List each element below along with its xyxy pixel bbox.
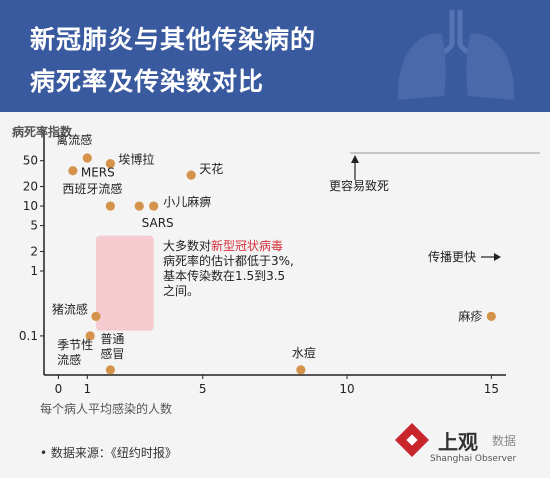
- data-point: [105, 365, 115, 375]
- covid-note-line: 之间。: [163, 284, 199, 298]
- covid-note-text: 大多数对: [163, 238, 211, 253]
- data-point: [186, 170, 196, 180]
- title-line-1: 新冠肺炎与其他传染病的: [30, 25, 317, 54]
- y-tick-label: 20: [23, 180, 38, 194]
- x-tick-label: 15: [484, 382, 499, 396]
- x-tick-label: 1: [83, 382, 91, 396]
- x-tick-label: 10: [339, 382, 354, 396]
- data-point: [68, 166, 78, 176]
- y-tick-label: 50: [23, 154, 38, 168]
- point-label: 猪流感: [52, 301, 88, 316]
- data-source: • 数据来源：《纽约时报》: [40, 446, 177, 460]
- point-label: 麻疹: [458, 308, 482, 323]
- y-tick-label: 0.1: [19, 329, 38, 343]
- point-label: 小儿麻痹: [163, 194, 211, 209]
- x-axis-label: 每个病人平均感染的人数: [40, 401, 172, 416]
- data-point: [105, 201, 115, 211]
- spreads-faster-label: 传播更快: [428, 249, 476, 264]
- data-point: [486, 311, 496, 321]
- title-line-2: 病死率及传染数对比: [30, 67, 265, 96]
- covid-note-text: 基本传染数在1.5到3.5: [163, 268, 285, 283]
- point-label: SARS: [142, 216, 174, 230]
- point-label: 流感: [57, 352, 81, 367]
- y-tick-label: 2: [30, 244, 38, 258]
- covid-estimate-region: [95, 235, 154, 331]
- lungs-icon: [397, 10, 515, 101]
- covid-note-text: 病死率的估计都低于3%,: [163, 253, 294, 268]
- x-tick-label: 0: [55, 382, 63, 396]
- logo-mark-icon: [395, 423, 429, 457]
- right-arrow-head-icon: [494, 253, 501, 261]
- up-arrow-head-icon: [351, 155, 359, 163]
- more-deadly-label: 更容易致死: [329, 178, 389, 193]
- data-point: [296, 365, 306, 375]
- covid-note-line: 病死率的估计都低于3%,: [163, 253, 294, 268]
- y-axis-label: 病死率指数: [12, 124, 73, 139]
- data-point: [134, 201, 144, 211]
- y-tick-label: 5: [30, 219, 38, 233]
- logo-name: 上观: [438, 430, 478, 454]
- shanghai-observer-logo: 上观 数据 Shanghai Observer: [395, 423, 540, 468]
- y-tick-label: 1: [30, 264, 38, 278]
- x-tick-label: 5: [199, 382, 207, 396]
- point-label: 西班牙流感: [62, 181, 122, 196]
- point-label: 禽流感: [56, 132, 92, 147]
- data-point: [85, 331, 95, 341]
- data-point: [105, 159, 115, 169]
- data-point: [91, 311, 101, 321]
- covid-note-line: 基本传染数在1.5到3.5: [163, 268, 285, 283]
- point-label: 埃博拉: [118, 152, 154, 167]
- data-point: [82, 153, 92, 163]
- logo-data-label: 数据: [492, 434, 517, 448]
- point-label: 天花: [199, 161, 223, 176]
- y-tick-label: 10: [23, 199, 38, 213]
- point-label: 普通: [100, 332, 124, 346]
- header-banner: 新冠肺炎与其他传染病的 病死率及传染数对比: [0, 0, 550, 112]
- point-label: 季节性: [57, 338, 93, 352]
- point-label: 感冒: [100, 346, 124, 361]
- logo-english-name: Shanghai Observer: [430, 454, 517, 464]
- covid-note-text: 之间。: [163, 284, 199, 298]
- point-label: 水痘: [292, 345, 316, 360]
- point-label: MERS: [81, 166, 115, 180]
- covid-highlight-text: 新型冠状病毒: [211, 238, 283, 253]
- data-point: [149, 201, 159, 211]
- covid-note-line: 大多数对新型冠状病毒: [163, 238, 283, 253]
